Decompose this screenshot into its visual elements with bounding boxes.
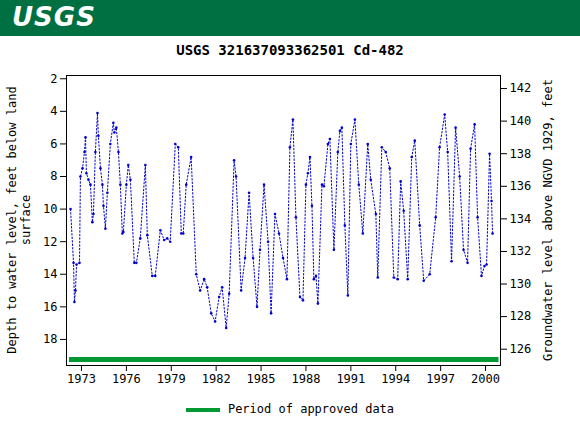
svg-text:1991: 1991	[336, 372, 365, 386]
svg-text:6: 6	[50, 137, 57, 151]
svg-text:132: 132	[510, 244, 532, 258]
svg-text:18: 18	[43, 332, 57, 346]
svg-text:1994: 1994	[381, 372, 410, 386]
svg-text:138: 138	[510, 147, 532, 161]
svg-text:128: 128	[510, 309, 532, 323]
svg-text:2000: 2000	[471, 372, 500, 386]
svg-text:1985: 1985	[247, 372, 276, 386]
svg-text:1982: 1982	[202, 372, 231, 386]
svg-text:1973: 1973	[67, 372, 96, 386]
svg-text:Groundwater level above NGVD 1: Groundwater level above NGVD 1929, feet	[541, 79, 555, 361]
svg-text:Depth to water level, feet bel: Depth to water level, feet below landsur…	[5, 86, 33, 353]
svg-text:16: 16	[43, 300, 57, 314]
svg-text:1976: 1976	[112, 372, 141, 386]
svg-text:126: 126	[510, 342, 532, 356]
svg-text:140: 140	[510, 114, 532, 128]
svg-text:10: 10	[43, 202, 57, 216]
svg-text:142: 142	[510, 81, 532, 95]
svg-text:4: 4	[50, 104, 57, 118]
svg-text:14: 14	[43, 267, 57, 281]
svg-text:136: 136	[510, 179, 532, 193]
svg-text:134: 134	[510, 212, 532, 226]
html-text:Period of approved data: Period of approved data	[227, 402, 395, 416]
html-text:USGS: USGS	[12, 2, 96, 32]
html-text:USGS 321637093362501 Cd-482: USGS 321637093362501 Cd-482	[176, 42, 404, 58]
svg-text:1988: 1988	[291, 372, 320, 386]
svg-text:1979: 1979	[157, 372, 186, 386]
svg-text:130: 130	[510, 277, 532, 291]
svg-text:2: 2	[50, 72, 57, 86]
svg-text:1997: 1997	[426, 372, 455, 386]
svg-text:8: 8	[50, 169, 57, 183]
svg-text:12: 12	[43, 235, 57, 249]
